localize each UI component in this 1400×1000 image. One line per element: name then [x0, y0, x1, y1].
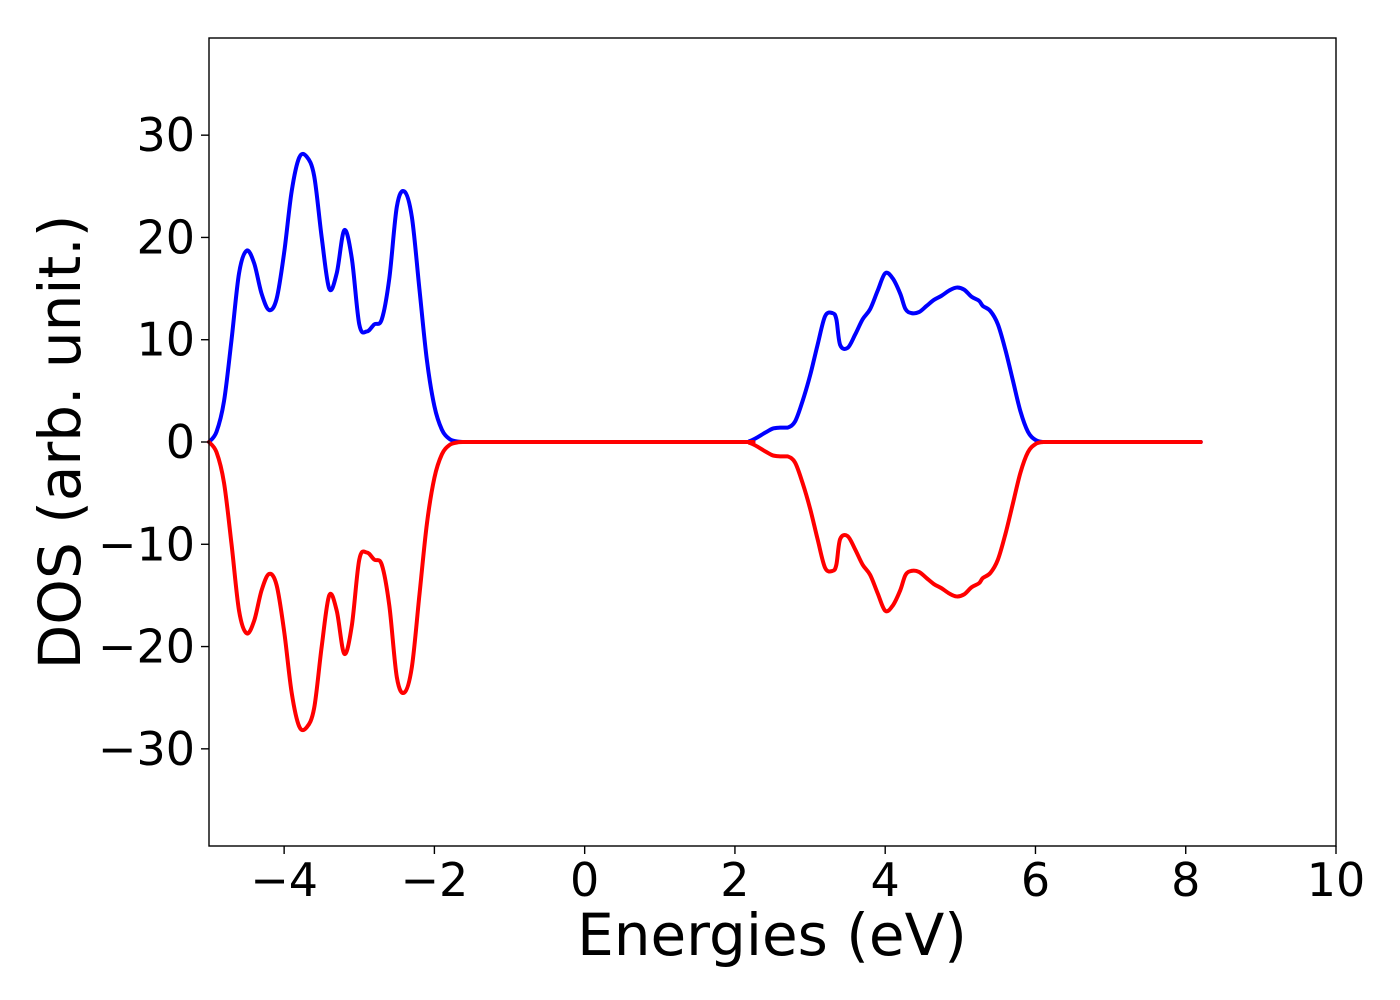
y-tick-label: −20 [98, 620, 195, 674]
x-tick-label: −4 [250, 853, 318, 907]
y-tick-label: 0 [166, 415, 195, 469]
series-line-2 [207, 439, 1203, 733]
x-tick-label: 8 [1171, 853, 1200, 907]
y-tick-label: 10 [136, 313, 195, 367]
series-line-1 [207, 151, 1203, 445]
y-tick-label: −10 [98, 517, 195, 571]
x-tick-label: 10 [1307, 853, 1366, 907]
x-tick-label: 0 [570, 853, 599, 907]
x-tick-label: 4 [871, 853, 900, 907]
y-tick-label: 20 [136, 210, 195, 264]
y-tick-label: 30 [136, 108, 195, 162]
y-tick-label: −30 [98, 722, 195, 776]
series-layer [207, 151, 1203, 733]
x-axis-title: Energies (eV) [577, 901, 967, 969]
x-tick-label: −2 [400, 853, 468, 907]
x-tick-label: 2 [720, 853, 749, 907]
y-axis-title: DOS (arb. unit.) [26, 215, 94, 670]
x-tick-label: 6 [1021, 853, 1050, 907]
